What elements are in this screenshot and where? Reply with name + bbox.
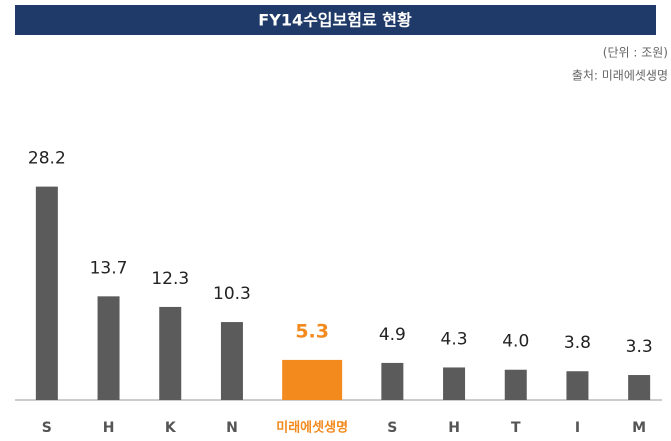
bar [566,371,589,400]
value-label: 28.2 [28,149,66,169]
bar [220,322,243,400]
bar [504,369,527,400]
bar [159,306,182,400]
x-tick-label: 미래에셋생명 [276,420,348,436]
bar [97,296,120,400]
value-label: 13.7 [90,258,128,278]
x-tick-label: H [448,420,460,436]
title-bar [15,5,656,35]
value-label: 4.0 [502,332,529,352]
x-tick-label: N [226,420,238,436]
x-tick-label: S [42,420,52,436]
value-label: 5.3 [295,320,329,342]
x-tick-label: H [103,420,115,436]
x-tick-label: T [511,420,521,436]
value-label: 4.3 [441,329,468,349]
bar [381,362,404,400]
chart-title: FY14수입보험료 현황 [258,11,412,30]
value-label: 4.9 [379,325,406,345]
x-tick-label: K [165,420,177,436]
value-label: 12.3 [151,269,189,289]
source-note: 출처: 미래에셋생명 [572,69,668,83]
x-tick-label: I [575,420,580,436]
value-label: 10.3 [213,284,251,304]
bar [282,359,343,400]
bar [628,375,651,400]
bar [35,186,58,400]
value-label: 3.3 [626,337,653,357]
x-tick-label: M [632,420,646,436]
value-label: 3.8 [564,333,591,353]
bar [443,367,466,400]
x-tick-label: S [387,420,397,436]
unit-note: (단위 : 조원) [603,46,668,60]
